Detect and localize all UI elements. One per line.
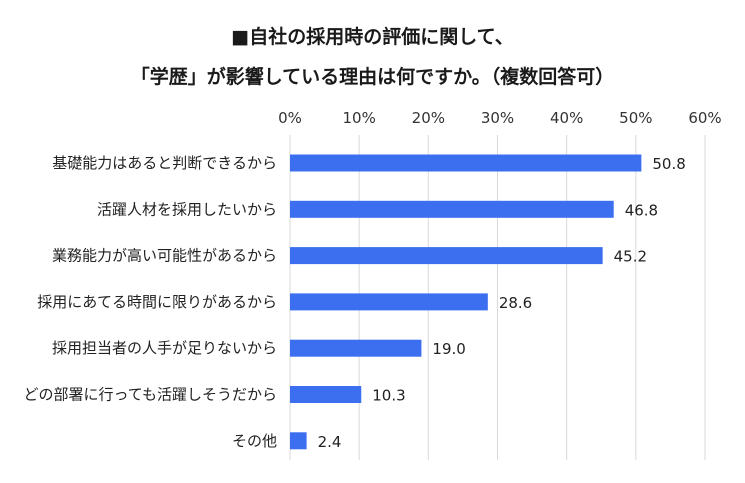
data-label: 19.0 [432, 340, 465, 358]
bar [290, 154, 642, 172]
category-label: 基礎能力はあると判断できるから [52, 154, 277, 172]
category-label: どの部署に行っても活躍しそうだから [23, 386, 277, 404]
bar [290, 339, 422, 357]
x-tick-label: 10% [342, 109, 375, 127]
data-label: 2.4 [318, 433, 342, 451]
bar [290, 293, 488, 311]
x-tick-label: 50% [619, 109, 652, 127]
category-label: 活躍人材を採用したいから [97, 200, 277, 218]
data-label: 28.6 [499, 294, 532, 312]
bar [290, 386, 362, 403]
x-tick-label: 40% [550, 109, 583, 127]
x-tick-label: 0% [278, 109, 302, 127]
category-label: 採用にあてる時間に限りがあるから [37, 293, 277, 311]
bar [290, 200, 614, 218]
x-tick-label: 20% [412, 109, 445, 127]
category-label: 業務能力が高い可能性があるから [52, 247, 277, 265]
category-label: その他 [232, 432, 277, 450]
bar [290, 432, 307, 450]
data-label: 45.2 [614, 248, 647, 266]
x-tick-label: 60% [688, 109, 721, 127]
data-label: 46.8 [625, 201, 658, 219]
chart-title-line2: 「学歴」が影響している理由は何ですか。（複数回答可） [130, 66, 615, 88]
chart-title-line1: ■自社の採用時の評価に関して、 [231, 26, 514, 48]
data-label: 50.8 [652, 155, 685, 173]
x-tick-label: 30% [481, 109, 514, 127]
bar [290, 247, 603, 265]
data-label: 10.3 [372, 387, 405, 405]
category-label: 採用担当者の人手が足りないから [52, 339, 277, 357]
